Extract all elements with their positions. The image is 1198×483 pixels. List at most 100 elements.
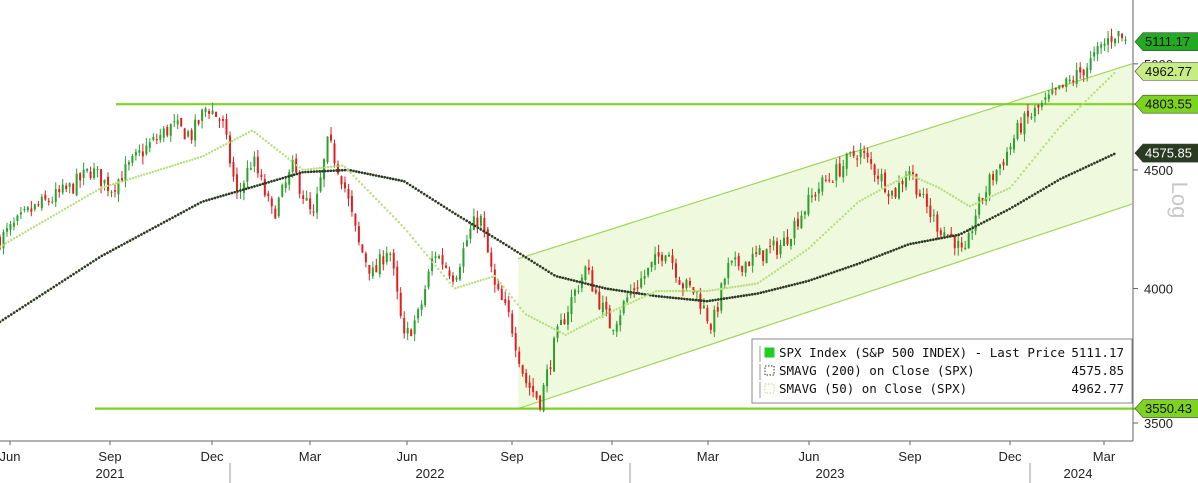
candle-body [305, 197, 308, 201]
sma-dot [881, 187, 884, 191]
sma-dot [179, 211, 183, 215]
sma-dot [516, 250, 519, 254]
candle-body [748, 261, 751, 267]
price-tag [1134, 32, 1198, 52]
candle-body [985, 192, 988, 201]
sma-dot [1059, 124, 1062, 128]
candle-body [396, 266, 399, 292]
sma-dot [620, 289, 624, 293]
candle-body [1086, 67, 1089, 78]
candle-body [511, 313, 514, 334]
sma-dot [482, 278, 485, 281]
sma-dot [369, 191, 372, 195]
sma-dot [340, 168, 344, 172]
candle-body [336, 164, 339, 174]
candle-body [138, 150, 141, 153]
y-scale-label: Log [1167, 182, 1192, 219]
sma-dot [222, 144, 225, 147]
candle-body [817, 188, 820, 194]
candle-body [347, 188, 350, 199]
sma-dot [239, 189, 242, 192]
sma-dot [309, 167, 313, 171]
candle-body [810, 195, 813, 198]
sma-dot [290, 159, 293, 162]
sma-dot [1076, 108, 1079, 111]
sma-dot [745, 283, 748, 287]
candle-body [134, 151, 137, 156]
sma-dot [411, 237, 415, 240]
candle-body [462, 248, 465, 267]
candle-body [918, 193, 921, 197]
sma-dot [835, 220, 839, 224]
sma-dot [552, 273, 556, 277]
sma-dot [793, 256, 796, 260]
candle-body [323, 159, 326, 180]
sma-dot [306, 170, 310, 174]
sma-dot [835, 269, 839, 273]
sma-dot [321, 166, 324, 169]
candle-body [490, 252, 493, 267]
sma-dot [0, 320, 2, 324]
sma-dot [29, 227, 33, 230]
candle-body [887, 193, 890, 197]
sma-dot [456, 286, 460, 289]
candle-body [89, 171, 92, 178]
sma-dot [776, 287, 780, 290]
sma-dot [830, 225, 833, 229]
sma-dot [872, 192, 876, 195]
sma-dot [632, 300, 635, 303]
sma-dot [451, 284, 454, 288]
sma-dot [386, 176, 389, 180]
sma-dot [61, 209, 64, 212]
sma-dot [26, 302, 30, 305]
sma-dot [391, 177, 395, 181]
sma-dot [833, 223, 836, 226]
sma-dot [572, 329, 576, 332]
sma-dot [244, 132, 248, 135]
sma-dot [75, 270, 78, 274]
candle-body [291, 159, 294, 172]
candle-body [1100, 44, 1103, 48]
sma-dot [63, 278, 67, 281]
sma-dot [796, 255, 799, 258]
x-tick-label: Mar [1093, 449, 1116, 464]
candle-body [1072, 80, 1075, 82]
sma-dot [388, 177, 392, 180]
sma-dot [555, 275, 559, 278]
sma-dot [284, 155, 287, 158]
sma-dot [292, 161, 296, 165]
sma-dot [784, 262, 788, 266]
sma-dot [414, 187, 418, 191]
x-tick-label: Jun [799, 449, 820, 464]
sma-dot [1039, 149, 1042, 152]
sma-dot [162, 220, 166, 224]
sma-dot [623, 304, 627, 307]
sma-dot [173, 214, 177, 218]
sma-dot [174, 163, 177, 167]
candle-body [375, 265, 378, 273]
sma-dot [691, 289, 695, 293]
sma-dot [448, 208, 452, 212]
candle-body [96, 168, 99, 171]
sma-dot [920, 240, 924, 244]
sma-dot [346, 168, 350, 172]
sma-dot [323, 169, 327, 173]
sma-dot [428, 196, 432, 200]
sma-dot [329, 169, 333, 173]
sma-dot [389, 212, 392, 215]
candle-body [93, 168, 96, 178]
legend-swatch [764, 383, 775, 394]
candle-body [504, 299, 507, 303]
candle-body [368, 264, 371, 274]
sma-dot [1013, 204, 1017, 207]
sma-dot [903, 244, 907, 248]
candle-body [1023, 113, 1026, 135]
sma-dot [691, 298, 695, 302]
candle-body [465, 240, 468, 247]
sma-dot [476, 226, 480, 230]
sma-dot [267, 180, 271, 184]
candle-body [1030, 116, 1033, 119]
sma-dot [253, 130, 256, 134]
